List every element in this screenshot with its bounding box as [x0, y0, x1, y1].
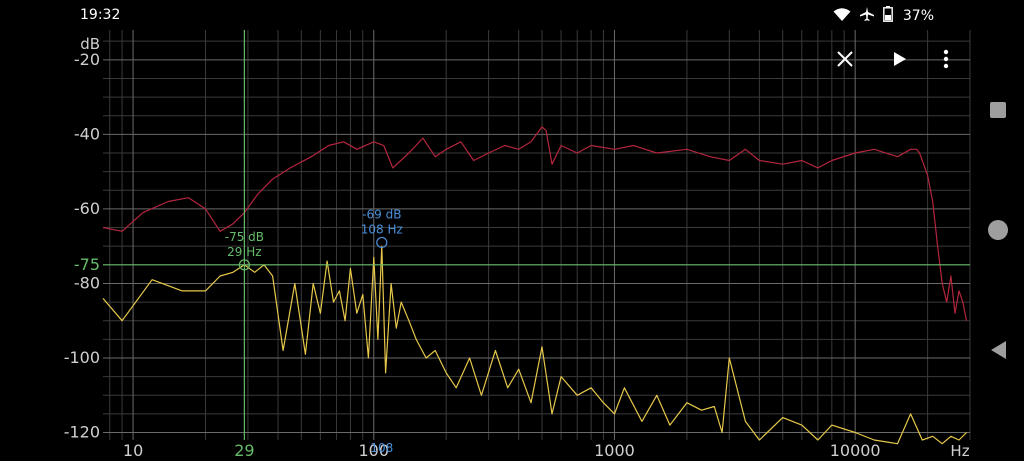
play-button[interactable]: [885, 44, 915, 74]
more-vert-icon: [943, 49, 949, 69]
series-layer: [102, 126, 968, 445]
x-tick-label: 1000: [594, 441, 635, 460]
more-options-button[interactable]: [931, 44, 961, 74]
series-line-1: [102, 126, 968, 321]
recents-icon: [990, 102, 1006, 118]
y-tick-label: -40: [74, 124, 100, 143]
cursor-x-label: 29: [234, 441, 254, 460]
home-icon: [988, 220, 1008, 240]
marker-db-label: -75 dB: [225, 230, 264, 244]
x-axis-unit: Hz: [950, 442, 969, 460]
status-bar: 19:32 37%: [0, 0, 1024, 30]
recents-button[interactable]: [978, 90, 1018, 130]
back-icon: [991, 341, 1006, 359]
home-button[interactable]: [978, 210, 1018, 250]
play-icon: [894, 52, 906, 66]
y-tick-label: -120: [64, 423, 100, 442]
series-line-2: [102, 245, 967, 445]
y-axis-labels: -20 -40 -60 -80 -100 -120: [64, 50, 100, 442]
airplane-icon: [859, 6, 875, 26]
chart-toolbar: [830, 44, 960, 74]
y-axis-unit: dB: [80, 35, 100, 53]
y-tick-label: -80: [74, 273, 100, 292]
minor-grid: [103, 30, 971, 440]
system-nav-bar: [978, 90, 1018, 380]
x-tick-label: 10: [123, 441, 143, 460]
clock: 19:32: [80, 7, 121, 23]
cursor-y-label: -75: [74, 255, 100, 274]
x-tick-label: 10000: [830, 441, 881, 460]
close-button[interactable]: [830, 44, 860, 74]
x-tick-label: 100: [358, 441, 389, 460]
marker-db-label: -69 dB: [362, 207, 401, 221]
status-icons: 37%: [833, 6, 934, 26]
back-button[interactable]: [978, 330, 1018, 370]
y-tick-label: -100: [64, 348, 100, 367]
close-icon: [837, 51, 853, 67]
y-tick-label: -60: [74, 199, 100, 218]
cursor2-x-label: 108: [370, 441, 393, 455]
battery-icon: [882, 6, 893, 26]
marker-hz-label: 29 Hz: [227, 245, 261, 259]
battery-percentage: 37%: [902, 8, 934, 24]
peak-marker[interactable]: [238, 259, 250, 271]
x-axis-labels: 10 100 1000 10000: [123, 441, 881, 460]
peak-marker[interactable]: [376, 236, 388, 249]
wifi-icon: [833, 7, 851, 26]
marker-hz-label: 108 Hz: [361, 222, 403, 236]
y-tick-label: -20: [74, 50, 100, 69]
